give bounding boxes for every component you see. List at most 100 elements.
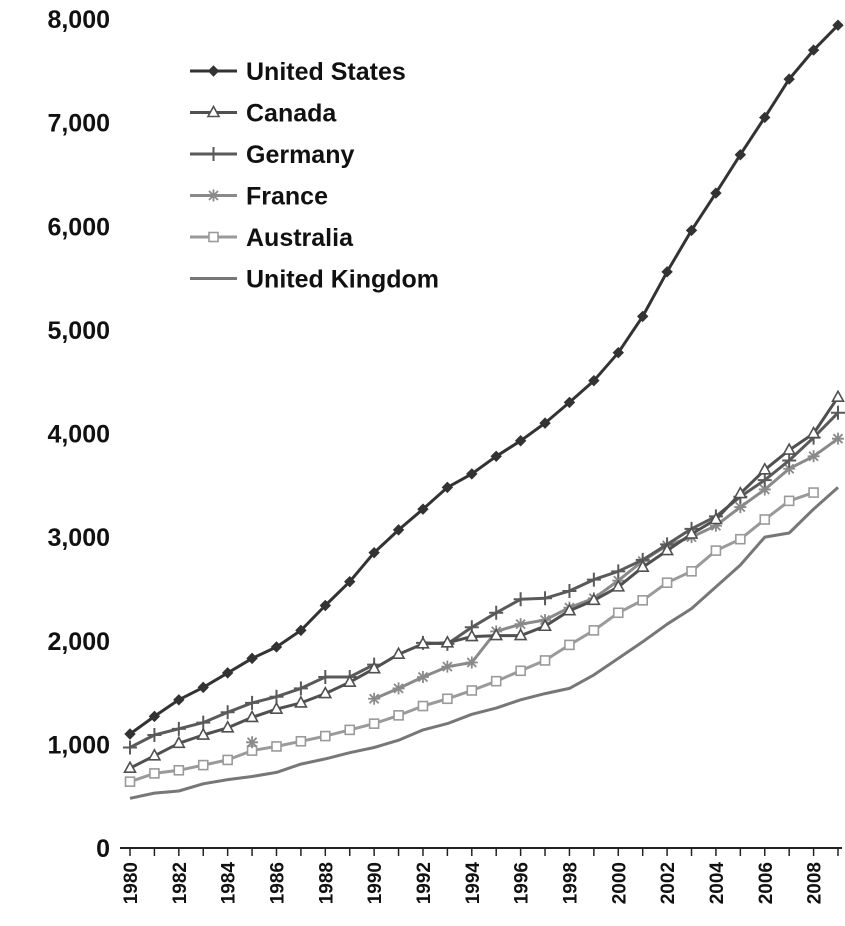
series-australia <box>124 487 819 787</box>
x-tick-label: 1994 <box>463 862 484 905</box>
series-line <box>129 24 840 736</box>
data-point <box>612 346 624 359</box>
legend-marker <box>207 189 220 202</box>
x-tick-label: 1984 <box>219 862 240 905</box>
data-point <box>490 675 502 687</box>
data-point <box>808 487 819 498</box>
data-point <box>489 627 504 641</box>
data-point <box>661 577 673 589</box>
chart-legend: United States Canada Germany France Australi… <box>190 58 439 294</box>
data-point <box>318 670 333 685</box>
data-point <box>588 625 600 636</box>
data-point <box>344 575 356 588</box>
y-tick-label: 3,000 <box>47 524 110 552</box>
data-point <box>269 689 284 704</box>
data-point <box>147 748 162 761</box>
x-tick-label: 1988 <box>316 862 337 904</box>
series-united-states <box>124 19 844 740</box>
series-united-kingdom <box>129 486 839 800</box>
data-point <box>710 545 722 556</box>
data-point <box>758 483 771 496</box>
data-point <box>368 692 381 705</box>
data-point <box>660 542 674 556</box>
data-point <box>783 73 795 85</box>
legend-item-united-kingdom: United Kingdom <box>190 266 439 294</box>
data-point <box>807 450 820 463</box>
legend-label: United Kingdom <box>246 266 439 294</box>
y-tick-label: 1,000 <box>47 731 110 759</box>
data-point <box>245 695 260 710</box>
data-point <box>171 721 186 736</box>
data-point <box>612 607 624 619</box>
data-point <box>171 735 186 749</box>
data-point <box>221 667 234 679</box>
data-point <box>123 740 137 755</box>
data-point <box>294 695 308 708</box>
data-point <box>124 776 136 787</box>
series-line <box>422 411 840 646</box>
x-tick-label: 2004 <box>707 862 728 905</box>
data-point <box>416 636 430 649</box>
data-point <box>222 754 233 766</box>
y-tick-label: 2,000 <box>47 628 110 656</box>
data-point <box>318 685 333 699</box>
data-point <box>441 481 454 494</box>
legend-label: Canada <box>246 100 337 128</box>
data-point <box>735 533 746 545</box>
series-line <box>129 486 839 800</box>
chart-series <box>123 19 845 800</box>
data-point <box>783 462 796 475</box>
data-point <box>515 665 526 677</box>
data-point <box>342 674 357 688</box>
data-point <box>562 584 577 599</box>
data-point <box>147 728 162 743</box>
legend-marker <box>207 65 220 77</box>
x-tick-label: 1986 <box>267 862 288 904</box>
data-point <box>464 628 479 642</box>
data-point <box>367 661 381 674</box>
data-point <box>416 671 429 684</box>
data-point <box>344 724 356 736</box>
data-point <box>757 473 772 488</box>
data-point <box>417 700 429 712</box>
data-point <box>441 660 454 673</box>
data-point <box>587 592 601 606</box>
data-point <box>196 727 211 740</box>
data-point <box>514 435 527 447</box>
data-point <box>295 624 307 637</box>
data-point <box>295 735 307 747</box>
data-point <box>539 417 551 429</box>
data-point <box>148 710 161 723</box>
y-tick-label: 7,000 <box>47 110 110 138</box>
data-point <box>637 595 648 606</box>
legend-label: Germany <box>246 141 354 169</box>
data-point <box>440 635 455 648</box>
x-tick-label: 1990 <box>365 862 386 904</box>
data-point <box>611 564 626 579</box>
x-tick-label: 1998 <box>560 862 581 904</box>
data-point <box>538 618 552 632</box>
data-point <box>513 627 528 641</box>
data-point <box>442 693 453 705</box>
data-point <box>564 639 575 651</box>
data-point <box>563 396 576 409</box>
data-point <box>759 514 771 525</box>
legend-item-france: France <box>190 183 328 211</box>
legend-item-canada: Canada <box>190 100 337 128</box>
data-point <box>368 718 380 729</box>
x-tick-label: 2002 <box>658 862 679 904</box>
data-point <box>733 485 748 499</box>
y-tick-label: 6,000 <box>47 213 110 241</box>
data-point <box>269 701 284 714</box>
legend-item-australia: Australia <box>190 224 354 252</box>
y-tick-label: 8,000 <box>47 6 110 34</box>
legend-label: France <box>246 183 328 211</box>
data-point <box>197 759 209 771</box>
data-point <box>514 618 527 631</box>
data-point <box>245 709 259 723</box>
data-point <box>319 599 332 612</box>
data-point <box>246 736 259 749</box>
data-point <box>757 462 772 475</box>
data-point <box>611 579 626 592</box>
